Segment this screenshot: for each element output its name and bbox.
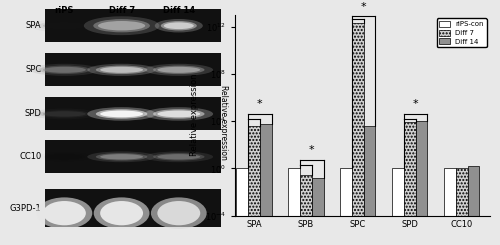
Ellipse shape [153,153,204,160]
Ellipse shape [164,22,194,29]
Ellipse shape [100,110,143,117]
Ellipse shape [158,201,200,225]
Ellipse shape [47,154,82,159]
Ellipse shape [144,64,213,76]
Ellipse shape [30,109,98,119]
Ellipse shape [151,197,206,229]
Y-axis label: Relative expression: Relative expression [190,74,200,156]
Text: SPD: SPD [24,110,42,118]
Legend: riPS-con, Diff 7, Diff 14: riPS-con, Diff 7, Diff 14 [436,18,486,47]
Ellipse shape [144,151,213,162]
Bar [44,53,220,86]
Ellipse shape [153,66,204,74]
Bar [352,23,364,245]
Ellipse shape [38,110,90,118]
Ellipse shape [88,107,156,121]
Ellipse shape [144,107,213,121]
Ellipse shape [43,111,86,117]
Bar [248,126,260,245]
Text: SPC: SPC [25,65,42,74]
Bar [288,168,300,245]
Text: Diff 14: Diff 14 [162,6,195,15]
Text: G3PD-1: G3PD-1 [10,204,42,213]
Ellipse shape [88,64,156,76]
Text: Diff 7: Diff 7 [108,6,134,15]
Text: CC10: CC10 [19,152,42,161]
Bar [300,174,312,245]
Text: SPA: SPA [26,21,42,30]
Bar [456,168,468,245]
Ellipse shape [96,109,148,119]
Ellipse shape [100,154,143,159]
Ellipse shape [158,154,200,159]
Ellipse shape [158,110,200,117]
Ellipse shape [38,21,90,30]
Ellipse shape [43,22,86,29]
Text: *: * [309,145,314,155]
Ellipse shape [88,151,156,162]
Bar [236,168,248,245]
Ellipse shape [30,64,98,76]
Bar [392,168,404,245]
Text: *: * [413,99,418,109]
Ellipse shape [43,67,86,73]
Ellipse shape [84,16,160,35]
Bar [444,168,456,245]
Ellipse shape [153,109,204,119]
Ellipse shape [158,67,200,73]
Text: *: * [361,2,366,12]
Bar [312,178,324,245]
Bar [340,168,352,245]
Ellipse shape [43,201,86,225]
Ellipse shape [96,153,148,160]
Ellipse shape [98,21,145,30]
Bar [44,9,220,42]
Bar [468,166,479,245]
Ellipse shape [96,66,148,74]
Ellipse shape [161,21,197,30]
Bar [260,124,272,245]
Text: Relative expression: Relative expression [220,85,228,160]
Ellipse shape [100,67,143,73]
Ellipse shape [94,19,150,32]
Text: *: * [257,99,262,109]
Bar [404,122,415,245]
Bar [364,126,376,245]
Ellipse shape [94,197,150,229]
Bar [44,98,220,130]
Ellipse shape [38,66,90,74]
Ellipse shape [100,201,143,225]
Text: riPS: riPS [54,6,74,15]
Bar [44,140,220,173]
Ellipse shape [155,19,203,33]
Ellipse shape [36,197,92,229]
Bar [416,121,428,245]
Bar [44,189,220,227]
